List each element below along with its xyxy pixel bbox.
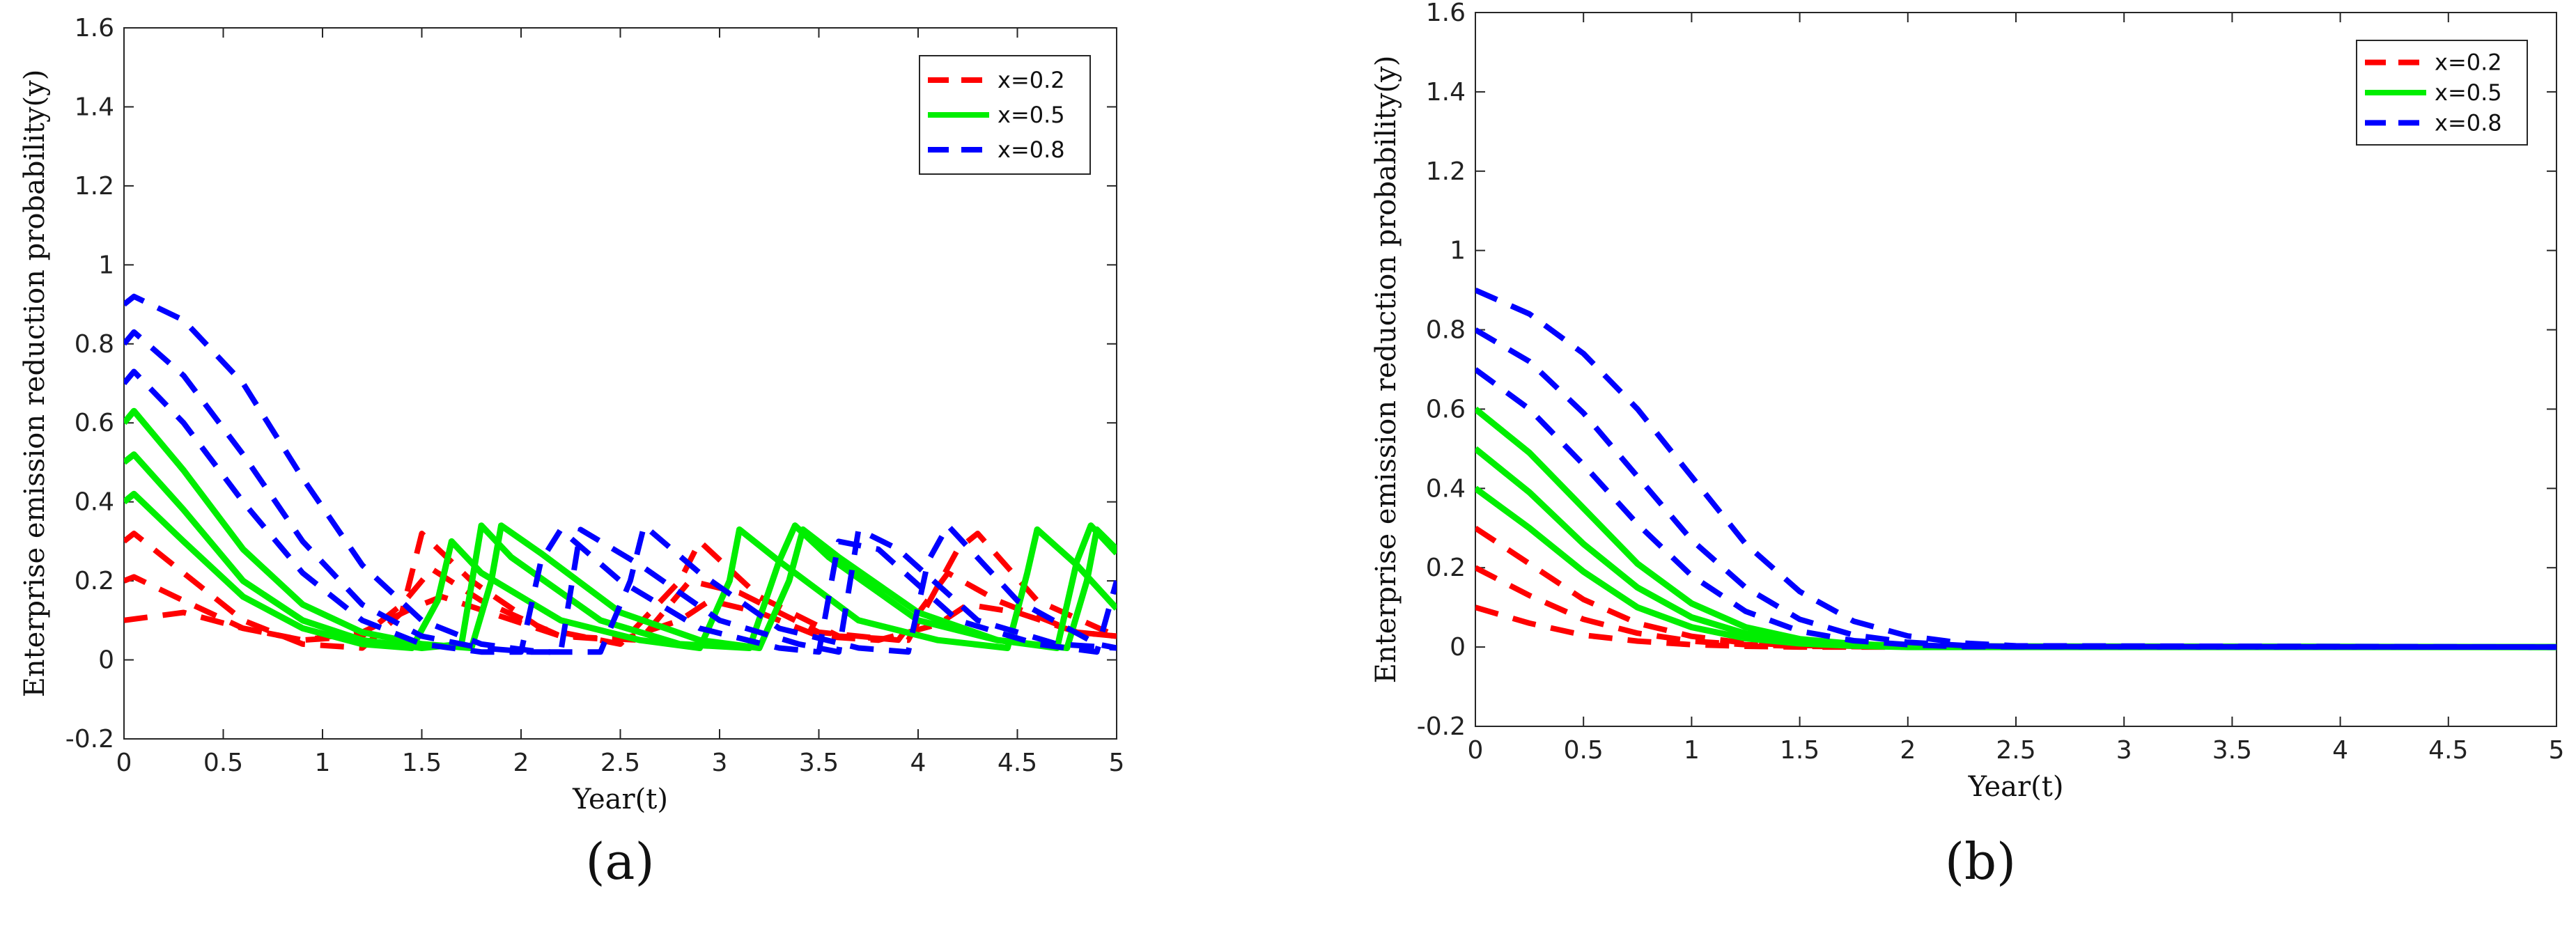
x-tick-label: 0	[1468, 736, 1484, 765]
legend-label: x=0.8	[2435, 109, 2502, 136]
y-tick-label: 0.2	[75, 567, 114, 595]
legend-label: x=0.2	[998, 67, 1065, 93]
x-tick-label: 0.5	[203, 749, 243, 777]
legend: x=0.2 x=0.5 x=0.8	[2356, 40, 2528, 146]
x-tick-label: 0	[116, 749, 132, 777]
series-line-x-0_2	[124, 531, 1117, 651]
x-tick-label: 3	[2116, 736, 2132, 765]
panel-b: 0 0.5 1 1.5 2 2.5 3 3.5 4 4.5 5-0.200.20.40.60.811…	[1370, 0, 2564, 891]
y-tick-label: 0.6	[75, 409, 114, 437]
x-tick-label: 5	[1109, 749, 1125, 777]
x-tick-label: 3.5	[799, 749, 839, 777]
panel-label: (a)	[585, 832, 654, 891]
x-tick-label: 1.5	[402, 749, 442, 777]
series-line-x-0_5	[1475, 446, 2556, 650]
legend-label: x=0.2	[2435, 49, 2502, 76]
x-tick-label: 3	[712, 749, 728, 777]
y-tick-label: 1.4	[1426, 78, 1466, 107]
y-tick-label: 1.4	[75, 93, 114, 121]
y-tick-label: 1.2	[1426, 157, 1466, 186]
series-line-x-0_5	[124, 490, 1117, 651]
x-tick-label: 3.5	[2212, 736, 2252, 765]
x-tick-label: 2.5	[1996, 736, 2035, 765]
y-tick-label: -0.2	[65, 725, 114, 754]
y-tick-label: 1.6	[75, 14, 114, 42]
series-line-x-0_2	[1475, 525, 2556, 650]
y-tick-label: -0.2	[1417, 712, 1466, 741]
x-tick-label: 2.5	[600, 749, 640, 777]
y-tick-label: 1	[1450, 237, 1466, 265]
x-tick-label: 4	[910, 749, 926, 777]
x-axis-label: Year(t)	[1968, 771, 2064, 803]
x-tick-label: 2	[513, 749, 529, 777]
series-line-x-0_5	[124, 407, 1117, 651]
y-axis-label: Enterprise emission reduction probabilit…	[19, 70, 51, 698]
series-line-x-0_8	[124, 368, 1117, 655]
y-tick-label: 0.8	[1426, 316, 1466, 345]
x-tick-label: 4.5	[2428, 736, 2468, 765]
series-line-x-0_8	[1475, 287, 2556, 650]
legend-label: x=0.5	[2435, 79, 2502, 106]
panel-a: 0 0.5 1 1.5 2 2.5 3 3.5 4 4.5 5-0.200.20.40.60.811…	[19, 14, 1124, 891]
y-tick-label: 0.4	[1426, 474, 1466, 503]
series-line-x-0_2	[1475, 604, 2556, 650]
x-tick-label: 5	[2549, 736, 2565, 765]
x-axis-label: Year(t)	[572, 783, 668, 815]
y-tick-label: 0.2	[1426, 554, 1466, 582]
panel-label: (b)	[1945, 832, 2016, 891]
legend-label: x=0.5	[998, 102, 1065, 128]
legend: x=0.2 x=0.5 x=0.8	[919, 55, 1091, 175]
series-line-x-0_8	[1475, 327, 2556, 650]
x-tick-label: 1	[1684, 736, 1700, 765]
series-line-x-0_5	[1475, 485, 2556, 650]
series-line-x-0_8	[124, 293, 1117, 655]
x-tick-label: 4.5	[998, 749, 1037, 777]
legend-label: x=0.8	[998, 136, 1065, 163]
y-tick-label: 0	[1450, 633, 1466, 662]
y-tick-label: 0.8	[75, 330, 114, 359]
y-axis-label: Enterprise emission reduction probabilit…	[1370, 56, 1402, 684]
y-tick-label: 1.6	[1426, 0, 1466, 27]
x-tick-label: 0.5	[1564, 736, 1604, 765]
x-tick-label: 2	[1900, 736, 1916, 765]
y-tick-label: 0	[98, 646, 114, 675]
series-line-x-0_8	[124, 329, 1117, 655]
x-tick-label: 1.5	[1780, 736, 1820, 765]
y-tick-label: 1.2	[75, 172, 114, 201]
y-tick-label: 0.6	[1426, 395, 1466, 423]
x-tick-label: 1	[315, 749, 331, 777]
x-tick-label: 4	[2332, 736, 2348, 765]
series-line-x-0_5	[1475, 406, 2556, 650]
y-tick-label: 1	[98, 251, 114, 279]
y-tick-label: 0.4	[75, 488, 114, 517]
